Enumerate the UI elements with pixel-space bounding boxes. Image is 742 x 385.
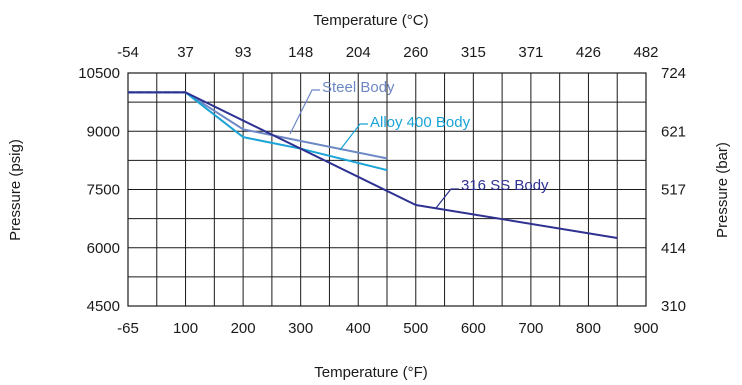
x-tick-top: 371 [518, 44, 543, 61]
y-tick-right: 517 [661, 182, 686, 199]
x-tick-bottom: 400 [346, 320, 371, 337]
series-leader-alloy-400-body [339, 123, 368, 151]
x-tick-bottom: 200 [231, 320, 256, 337]
y-tick-left: 6000 [87, 240, 120, 257]
x-tick-top: 426 [576, 44, 601, 61]
tick-labels: -65 100 200 300 400 500 600 700 800 900 -54 37 93 148… [78, 44, 686, 337]
x-tick-bottom: -65 [117, 320, 139, 337]
x-tick-bottom: 500 [403, 320, 428, 337]
series-leader-316-ss-body [435, 188, 459, 209]
x-tick-top: 148 [288, 44, 313, 61]
x-tick-top: 482 [633, 44, 658, 61]
x-tick-bottom: 600 [461, 320, 486, 337]
x-tick-top: 315 [461, 44, 486, 61]
y-tick-left: 10500 [78, 65, 120, 82]
plot-frame [127, 72, 647, 307]
x-tick-bottom: 700 [518, 320, 543, 337]
series-leader-steel-body [289, 89, 320, 135]
y-tick-left: 9000 [87, 123, 120, 140]
series-label-316-ss-body: 316 SS Body [461, 177, 549, 194]
x-tick-bottom: 300 [288, 320, 313, 337]
x-tick-top: 93 [235, 44, 252, 61]
x-tick-top: 37 [177, 44, 194, 61]
x-tick-top: 260 [403, 44, 428, 61]
y-axis-left-title: Pressure (psig) [7, 139, 24, 241]
series-label-alloy-400-body: Alloy 400 Body [370, 114, 471, 131]
x-tick-bottom: 100 [173, 320, 198, 337]
x-tick-bottom: 900 [633, 320, 658, 337]
x-axis-bottom-title: Temperature (°F) [314, 364, 428, 381]
x-axis-top-title: Temperature (°C) [313, 12, 428, 29]
y-tick-right: 621 [661, 123, 686, 140]
y-tick-left: 7500 [87, 182, 120, 199]
x-tick-top: 204 [346, 44, 371, 61]
x-tick-top: -54 [117, 44, 139, 61]
series-layer: Steel Body Alloy 400 Body 316 SS Body [128, 79, 618, 239]
x-tick-bottom: 800 [576, 320, 601, 337]
y-tick-right: 414 [661, 240, 686, 257]
series-label-steel-body: Steel Body [322, 79, 395, 96]
y-tick-left: 4500 [87, 298, 120, 315]
y-tick-right: 310 [661, 298, 686, 315]
y-tick-right: 724 [661, 65, 686, 82]
y-axis-right-title: Pressure (bar) [714, 142, 731, 238]
